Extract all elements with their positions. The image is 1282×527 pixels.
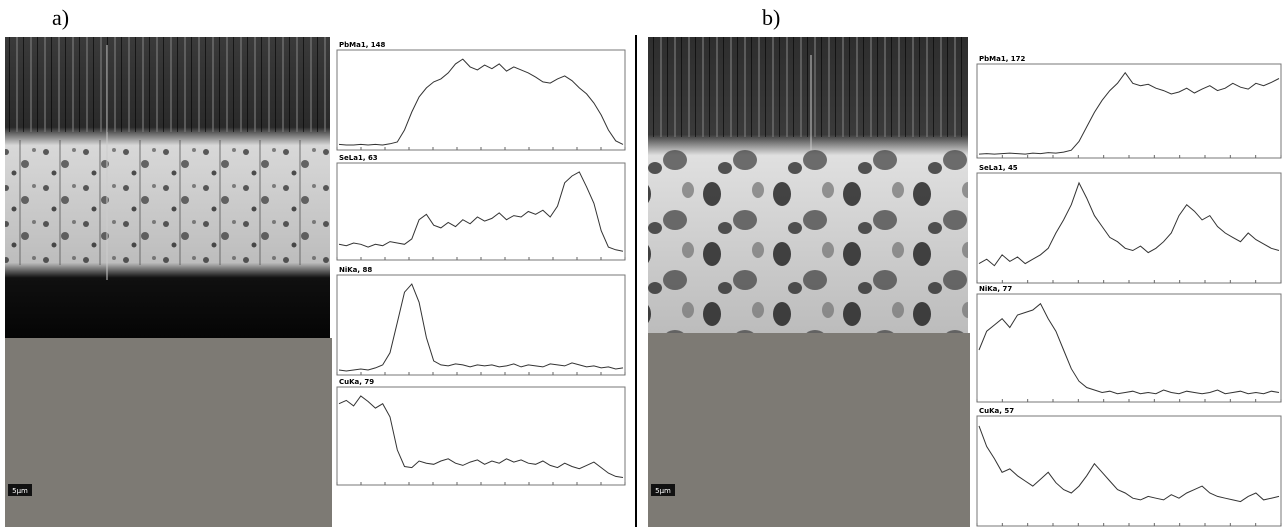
- scale-bar-label: 5µm: [655, 487, 671, 495]
- plot-label: PbMa1, 172: [979, 55, 1026, 63]
- scale-bar: [651, 484, 675, 496]
- plot-label: CuKa, 57: [979, 407, 1014, 415]
- panel-label: a): [52, 5, 69, 30]
- panel-label: b): [762, 5, 780, 30]
- background-area: [5, 338, 332, 527]
- line-scan: [338, 171, 624, 252]
- plot-frame: [336, 386, 626, 486]
- sem-texture: [648, 37, 968, 137]
- plot-label: NiKa, 88: [339, 266, 372, 274]
- plot-frame: [336, 274, 626, 376]
- line-scan: [978, 181, 1280, 267]
- plot-label: PbMa1, 148: [339, 41, 386, 49]
- plot-label: SeLa1, 45: [979, 164, 1018, 172]
- line-scan: [338, 283, 624, 372]
- plot-label: CuKa, 79: [339, 378, 374, 386]
- line-scan: [978, 425, 1280, 503]
- plot-label: SeLa1, 63: [339, 154, 378, 162]
- line-scan: [338, 58, 624, 146]
- plot-frame: [976, 415, 1282, 527]
- plot-label: NiKa, 77: [979, 285, 1012, 293]
- line-scan: [978, 302, 1280, 395]
- line-scan: [978, 71, 1280, 155]
- sem-texture: [5, 140, 330, 265]
- plot-frame: [976, 293, 1282, 403]
- plot-frame: [976, 172, 1282, 284]
- scale-bar: [8, 484, 32, 496]
- plot-frame: [336, 49, 626, 151]
- sem-texture: [5, 37, 330, 132]
- sem-texture: [648, 148, 968, 333]
- scale-bar-label: 5µm: [12, 487, 28, 495]
- line-scan: [338, 395, 624, 478]
- background-area: [648, 333, 970, 527]
